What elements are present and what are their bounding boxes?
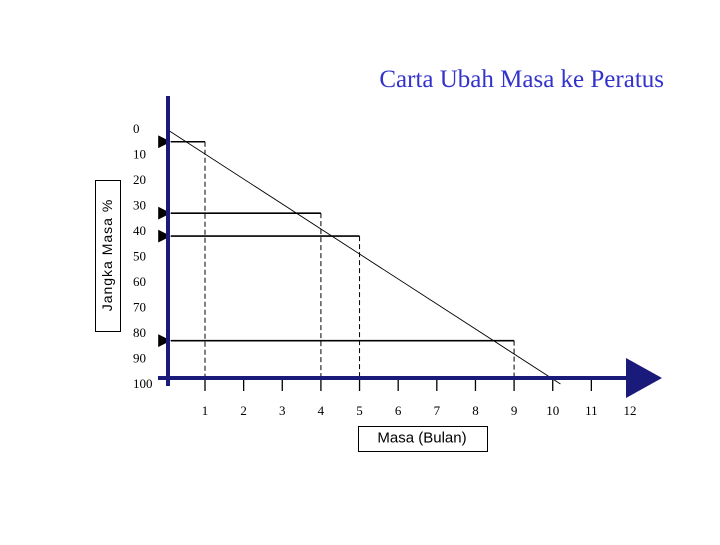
chart-title: Carta Ubah Masa ke Peratus: [379, 66, 664, 93]
y-tick-label: 50: [133, 249, 146, 264]
x-tick-label: 5: [356, 403, 363, 418]
y-axis-label: Jangka Masa %: [99, 198, 115, 312]
x-tick-label: 12: [624, 403, 637, 418]
y-tick-label: 60: [133, 274, 146, 289]
x-axis-label-box: [358, 426, 488, 452]
x-tick-label: 6: [395, 403, 402, 418]
x-tick-label: 3: [279, 403, 286, 418]
x-tick-label: 1: [202, 403, 209, 418]
y-axis-label-box: [95, 180, 121, 332]
x-tick-label: 8: [472, 403, 479, 418]
x-tick-label: 7: [434, 403, 441, 418]
series-line: [166, 128, 561, 385]
y-tick-label: 20: [133, 172, 146, 187]
x-axis-label: Masa (Bulan): [377, 429, 467, 447]
x-tick-label: 2: [240, 403, 247, 418]
y-tick-label: 30: [133, 198, 146, 213]
x-tick-label: 11: [585, 403, 598, 418]
y-tick-label: 10: [133, 147, 146, 162]
y-tick-label: 70: [133, 300, 146, 315]
y-tick-label: 100: [133, 376, 153, 391]
x-tick-label: 10: [546, 403, 559, 418]
x-tick-label: 9: [511, 403, 518, 418]
y-tick-label: 80: [133, 325, 146, 340]
x-tick-label: 4: [318, 403, 325, 418]
y-tick-label: 40: [133, 223, 146, 238]
y-tick-label: 0: [133, 121, 140, 136]
y-tick-label: 90: [133, 351, 146, 366]
